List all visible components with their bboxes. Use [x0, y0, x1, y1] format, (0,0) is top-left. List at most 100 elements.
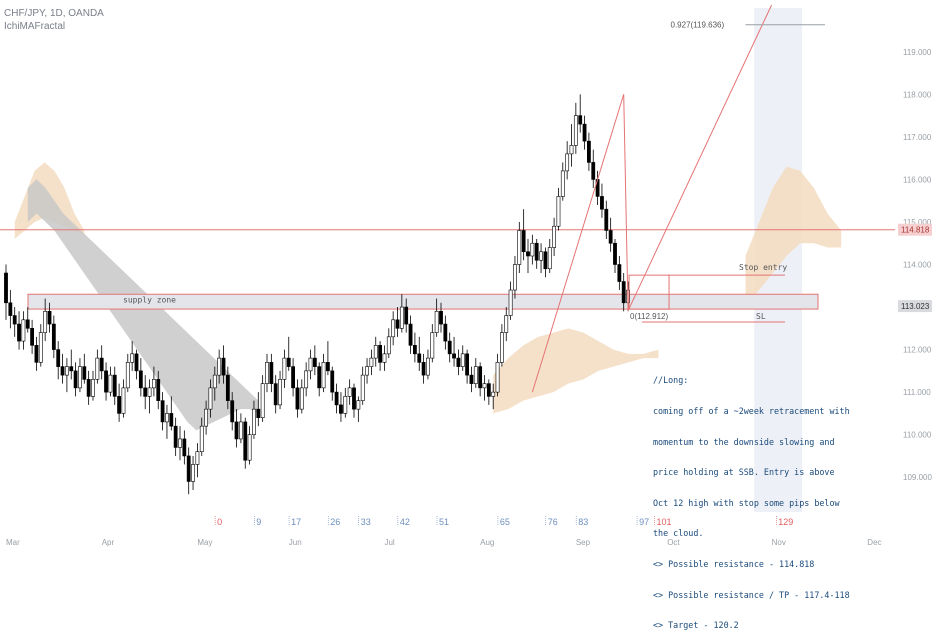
price-tag-label: 114.818: [901, 226, 930, 235]
candle: [382, 345, 387, 371]
candle-body: [412, 345, 417, 355]
indicator-label: IchiMAFractal: [4, 21, 66, 32]
month-label: Aug: [480, 538, 494, 547]
candle: [286, 336, 291, 371]
candle-body: [534, 242, 539, 261]
candle-body: [343, 396, 348, 414]
candle: [582, 115, 587, 150]
candle-body: [282, 357, 287, 380]
candle-body: [99, 357, 104, 372]
symbol-title: CHF/JPY, 1D, OANDA: [4, 8, 104, 19]
candle: [282, 349, 287, 388]
month-label: Jul: [384, 538, 394, 547]
candle-body: [569, 145, 574, 155]
candle-body: [30, 328, 35, 346]
candle-body: [82, 366, 87, 380]
candle: [86, 370, 91, 405]
candle-body: [125, 362, 130, 389]
candle-body: [560, 170, 565, 197]
candle: [217, 349, 222, 384]
candle-body: [578, 115, 583, 125]
candle-body: [530, 242, 535, 257]
candle-body: [208, 387, 213, 410]
price-tag: [898, 300, 932, 313]
chart-container[interactable]: 109.000110.000111.000112.000113.000114.0…: [0, 0, 932, 550]
candle: [426, 349, 430, 380]
candle-body: [339, 404, 343, 414]
candle: [143, 375, 148, 410]
candle: [73, 362, 78, 397]
candle-body: [234, 421, 239, 440]
cloud-bull-future: [745, 166, 842, 308]
candle: [91, 370, 95, 401]
candle-body: [225, 374, 230, 401]
candle-body: [325, 362, 330, 372]
candle-body: [447, 340, 452, 355]
candle: [356, 396, 361, 422]
candle: [591, 149, 596, 188]
candle: [369, 349, 374, 376]
candle: [8, 290, 13, 329]
candle: [138, 358, 143, 397]
candle: [43, 298, 48, 342]
candle: [469, 366, 474, 393]
candle-body: [65, 366, 69, 376]
candle-body: [608, 230, 613, 244]
candle-body: [243, 421, 248, 461]
candle: [395, 307, 400, 337]
candle-body: [547, 247, 552, 270]
candle: [613, 238, 617, 274]
candle: [225, 366, 230, 410]
price-tick-label: 118.000: [903, 90, 932, 99]
candle: [365, 358, 369, 384]
candle: [121, 379, 126, 418]
projection-line: [627, 4, 773, 312]
candlestick-chart[interactable]: 109.000110.000111.000112.000113.000114.0…: [0, 0, 932, 550]
candle-body: [17, 323, 21, 342]
bar-counter: 129: [778, 517, 793, 527]
candle-body: [486, 383, 491, 397]
candle: [334, 383, 339, 414]
candle: [486, 379, 491, 405]
candle: [82, 353, 87, 384]
candle-body: [356, 400, 361, 410]
candle: [178, 426, 182, 461]
candle: [147, 379, 152, 414]
month-label: Mar: [6, 538, 20, 547]
candle-body: [347, 387, 352, 397]
candle-body: [178, 438, 182, 448]
supply-zone-label: supply zone: [123, 295, 176, 304]
candle: [130, 341, 135, 371]
candle: [478, 362, 483, 397]
month-label: Jun: [289, 538, 302, 547]
candle-body: [482, 383, 487, 389]
stop-entry-label: Stop entry: [739, 263, 787, 272]
candle: [191, 455, 195, 490]
candle: [243, 417, 248, 469]
candle: [526, 238, 530, 274]
candle: [378, 341, 383, 371]
bar-counter: 17: [291, 517, 301, 527]
candle: [56, 341, 61, 380]
candle-body: [521, 230, 526, 253]
candle-body: [499, 332, 504, 363]
candle: [169, 396, 174, 431]
candle-body: [465, 353, 470, 376]
candle-body: [38, 332, 43, 363]
candle: [99, 345, 104, 380]
candle: [552, 217, 557, 256]
candle: [447, 332, 452, 363]
candle: [12, 307, 17, 337]
candle-body: [108, 374, 113, 393]
cloud-bull-mid: [493, 328, 659, 414]
note-line: the cloud.: [653, 528, 704, 539]
candle-body: [604, 208, 609, 231]
candle: [473, 358, 478, 388]
candle: [456, 349, 461, 376]
candle-body: [147, 387, 152, 397]
bar-counter: 76: [548, 517, 558, 527]
candle: [491, 383, 496, 410]
candle-body: [95, 357, 100, 380]
candle-body: [434, 311, 439, 333]
candle: [134, 349, 139, 380]
